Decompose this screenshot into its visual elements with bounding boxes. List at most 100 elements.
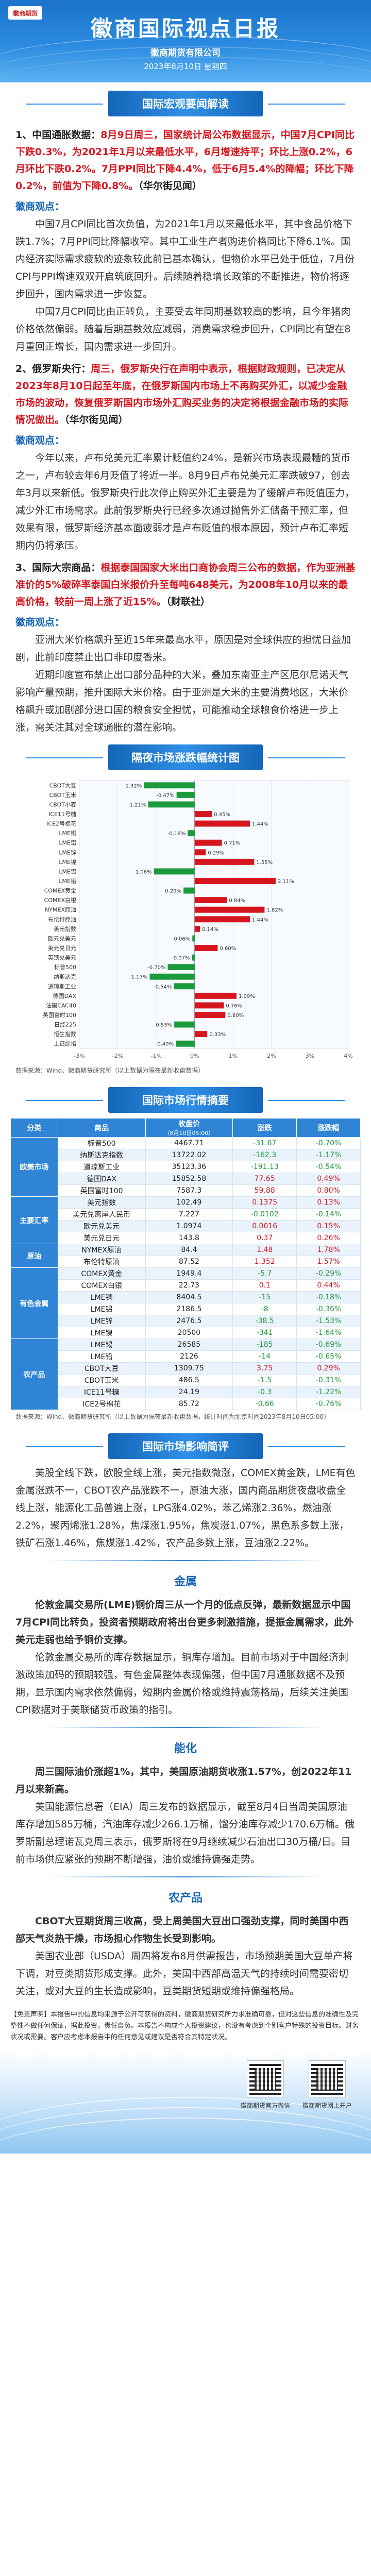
row-pct: 0.15% [296,1220,361,1232]
row-change: -191.13 [232,1161,297,1173]
row-change: 0.37 [232,1232,297,1244]
chart-value-label: -1.17% [129,975,147,980]
chart-category-label: 美元兑日元 [48,944,76,952]
section-banner-macro: 国际宏观要闻解读 [26,91,345,116]
row-pct: -1.22% [296,1386,361,1398]
chart-category-label: ICE2号棉花 [46,820,76,827]
comment-label: 徽商观点： [15,617,65,628]
chart-value-label: -0.49% [156,1042,174,1047]
table-row: 德国DAX 15852.58 77.65 0.49% [11,1173,361,1185]
row-pct: 0.13% [296,1196,361,1209]
row-pct: -0.18% [296,1291,361,1303]
chart-bar [194,992,237,999]
row-pct: -0.65% [296,1350,361,1363]
row-close: 1309.75 [145,1362,233,1375]
row-category: 欧美市场 [10,1137,58,1197]
row-pct: 1.78% [296,1244,361,1256]
row-change: -341 [232,1327,297,1339]
row-category: 原油 [10,1244,58,1268]
table-row: LME铝 2186.5 -8 -0.36% [11,1303,361,1315]
table-row: 原油 NYMEX原油 84.4 1.48 1.78% [10,1244,361,1268]
col-close: 收盘价 （8月10日05:00） [145,1118,233,1138]
row-close: 4467.71 [145,1137,233,1149]
table-row: 农产品 LME锡 26585 -185 -0.69% [10,1338,361,1410]
row-pct: 0.80% [296,1184,361,1197]
table-row: 美元兑日元 143.8 0.37 0.26% [11,1232,361,1244]
divider [46,1876,325,1877]
metal-paragraph: 伦敦金属交易所的库存数据显示，铜库存增加。目前市场对于中国经济刺激政策加码的预期… [15,1652,349,1716]
chart-category-label: 上证综指 [54,1040,76,1047]
row-close: 7.227 [145,1208,233,1221]
comment-paragraph: 中国7月CPI同比由正转负，主要受去年同期基数较高的影响，且今年猪肉价格依然偏弱… [15,306,351,352]
chart-x-tick-label: -3% [74,1053,85,1059]
chart-value-label: 0.84% [229,898,245,904]
chart-bar [148,801,195,808]
row-item-name: 道琼斯工业 [57,1161,146,1173]
table-row: CBOT大豆 1309.75 3.75 0.29% [11,1362,361,1375]
chart-category-label: 英镑兑美元 [48,954,76,961]
row-item-name: 德国DAX [57,1173,146,1185]
chart-bar [194,925,200,932]
chart-bar [194,878,276,884]
row-item-name: 美元兑离岸人民币 [57,1208,146,1221]
row-close: 1949.4 [145,1267,233,1280]
chart-value-label: -1.21% [128,802,146,808]
row-pct: -0.31% [296,1374,361,1386]
market-table: 分类 商品 收盘价 （8月10日05:00） 涨跌 涨跌幅 欧美市场 标普500 44… [10,1118,361,1410]
chart-value-label: 1.09% [239,994,255,999]
row-item-name: LME锡 [57,1338,146,1351]
table-row: 欧美市场 标普500 4467.71 -31.67 -0.70% [10,1137,361,1197]
table-row: LME铜 8404.5 -15 -0.18% [11,1291,361,1303]
chart-category-label: LME铅 [59,877,76,885]
chart-category-label: COMEX黄金 [44,887,76,894]
chart-value-label: 0.33% [209,1032,226,1038]
chart-bar [176,1040,195,1047]
row-change: -1.5 [232,1374,297,1386]
market-table-body: 欧美市场 标普500 4467.71 -31.67 -0.70% 纳斯达克指数 13722.… [10,1137,361,1410]
chart-value-label: -0.18% [167,831,185,837]
row-category: 农产品 [10,1338,58,1410]
bar-chart-svg: -3% -2% -1% 0% 1% 2% 3% 4% CBOT大豆 -1.32% CBOT玉米 -0.… [43,780,353,1059]
chart-value-label: 0.71% [224,841,241,846]
row-close: 1.0974 [145,1220,233,1232]
qr-label-account: 徽商期货网上开户 [302,2102,352,2109]
chart-category-label: 恒生指数 [54,1030,76,1038]
table-row: LME铅 2126 -14 -0.65% [11,1350,361,1363]
section-banner-chart: 隔夜市场涨跌幅统计图 [26,744,345,770]
chart-bar [176,791,195,798]
impact-summary: 美股全线下跌，欧股全线上涨，美元指数微涨，COMEX黄金跌，LME有色金属涨跌不… [15,1467,356,1549]
chart-category-label: CBOT玉米 [49,792,76,799]
row-change: 1.48 [232,1244,297,1256]
qr-code-account[interactable] [309,2060,346,2097]
chart-value-label: 0.60% [220,946,236,952]
impact-section: 美股全线下跌，欧股全线上涨，美元指数微涨，COMEX黄金跌，LME有色金属涨跌不… [0,1464,371,2000]
table-row: 英国富时100 7587.3 59.88 0.80% [11,1184,361,1197]
comment-paragraph: 中国7月CPI同比首次负值，为2021年1月以来最低水平，其中食品价格下跌1.7… [15,218,355,300]
row-item-name: ICE11号糖 [57,1386,146,1398]
footer-wave [0,2107,371,2154]
row-category: 有色金属 [10,1267,58,1339]
table-row: ICE2号棉花 85.72 -0.66 -0.76% [11,1398,361,1410]
chart-bar [144,782,195,789]
row-pct: -0.54% [296,1161,361,1173]
row-change: 0.0016 [232,1220,297,1232]
col-change: 涨跌 [232,1118,297,1138]
row-pct: -0.36% [296,1303,361,1315]
qr-code-wechat[interactable] [247,2060,284,2097]
chart-bar [194,849,206,856]
chart-x-tick-label: 4% [344,1053,352,1059]
row-change: 77.65 [232,1173,297,1185]
row-item-name: ICE2号棉花 [57,1398,146,1410]
row-pct: -0.29% [296,1267,361,1280]
energy-paragraph: 美国能源信息署（EIA）周三发布的数据显示，截至8月4日当周美国原油库存增加58… [15,1801,355,1865]
row-pct: 0.44% [296,1279,361,1292]
table-header-row: 分类 商品 收盘价 （8月10日05:00） 涨跌 涨跌幅 [10,1118,361,1138]
row-change: 3.75 [232,1362,297,1375]
table-row: COMEX白银 22.73 0.1 0.44% [11,1279,361,1292]
chart-value-label: -0.54% [154,984,172,990]
company-logo: 徽商期货 [8,6,42,20]
row-close: 7587.3 [145,1184,233,1197]
row-close: 8404.5 [145,1291,233,1303]
chart-category-label: LME镍 [59,858,76,866]
row-close: 87.52 [145,1256,233,1268]
